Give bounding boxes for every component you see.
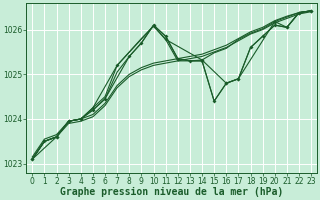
X-axis label: Graphe pression niveau de la mer (hPa): Graphe pression niveau de la mer (hPa): [60, 187, 283, 197]
